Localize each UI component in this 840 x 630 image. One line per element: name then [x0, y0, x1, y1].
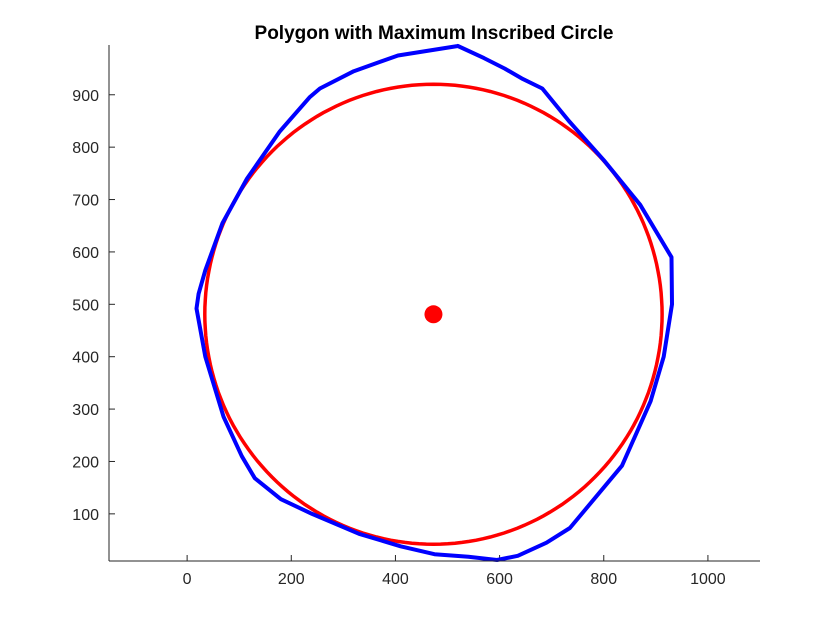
y-tick-label: 600: [72, 245, 99, 262]
x-axis-ticks: 0 200 400 600 800 1000: [183, 555, 726, 588]
plot-area: [194, 44, 674, 562]
inscribed-circle: [203, 82, 664, 546]
y-tick-label: 300: [72, 402, 99, 419]
x-tick-label: 400: [382, 571, 409, 588]
y-tick-label: 900: [72, 88, 99, 105]
chart-title: Polygon with Maximum Inscribed Circle: [255, 23, 614, 44]
x-tick-label: 1000: [690, 571, 726, 588]
polygon-outline: [194, 44, 674, 562]
x-tick-label: 600: [486, 571, 513, 588]
y-tick-label: 500: [72, 297, 99, 314]
x-tick-label: 0: [183, 571, 192, 588]
circle-center-marker: [424, 305, 443, 324]
x-tick-label: 200: [278, 571, 305, 588]
y-axis-ticks: 100 200 300 400 500 600 700 800 900: [72, 88, 115, 524]
y-tick-label: 100: [72, 507, 99, 524]
y-tick-label: 700: [72, 193, 99, 210]
y-tick-label: 800: [72, 140, 99, 157]
y-tick-label: 200: [72, 454, 99, 471]
x-tick-label: 800: [590, 571, 617, 588]
y-tick-label: 400: [72, 350, 99, 367]
